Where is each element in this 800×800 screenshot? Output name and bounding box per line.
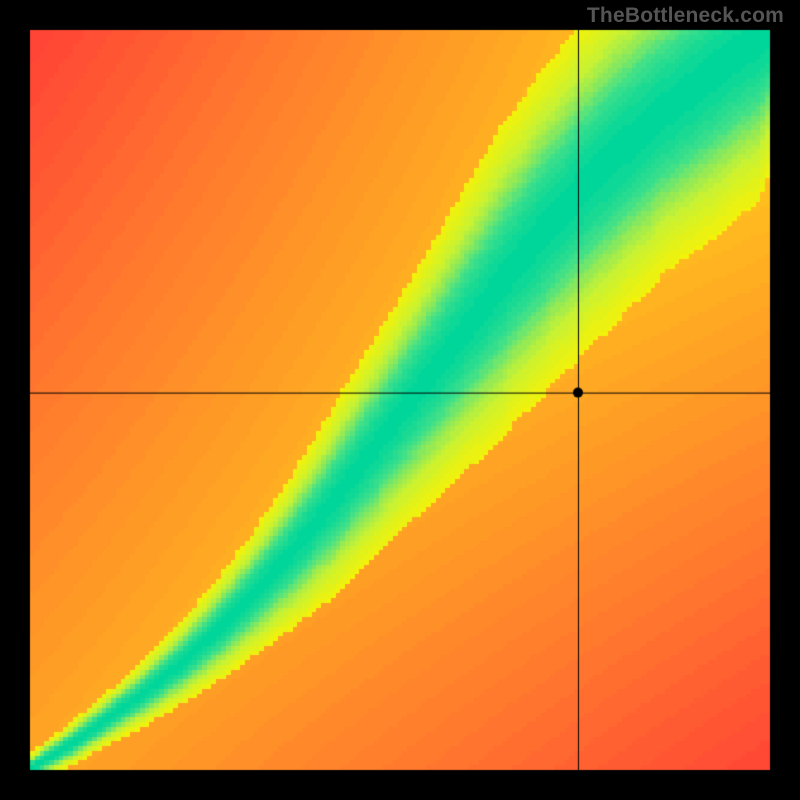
heatmap-canvas xyxy=(0,0,800,800)
figure-container: TheBottleneck.com xyxy=(0,0,800,800)
watermark-text: TheBottleneck.com xyxy=(587,4,784,28)
